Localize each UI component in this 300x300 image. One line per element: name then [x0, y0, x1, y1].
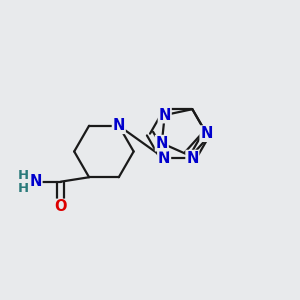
Text: N: N — [200, 126, 213, 141]
Text: O: O — [55, 200, 67, 214]
Text: N: N — [29, 174, 42, 189]
Text: H: H — [17, 182, 28, 195]
Text: N: N — [158, 151, 170, 166]
Text: N: N — [112, 118, 125, 133]
Text: H: H — [17, 169, 28, 182]
Text: N: N — [186, 151, 199, 166]
Text: N: N — [156, 136, 168, 151]
Text: N: N — [158, 108, 171, 123]
